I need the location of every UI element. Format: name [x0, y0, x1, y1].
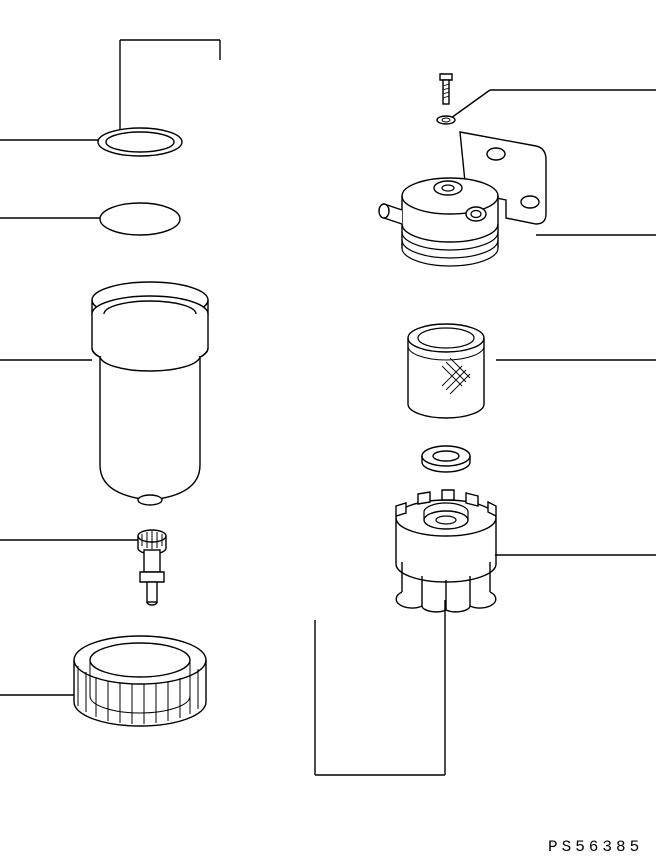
drain-plug [138, 530, 166, 605]
filter-head [379, 132, 546, 266]
o-ring [98, 128, 182, 156]
retaining-ring [74, 636, 206, 726]
leader-line [451, 90, 490, 118]
filter-bowl [92, 282, 208, 505]
seal-ring [422, 446, 470, 472]
drawing-id-label: PS56385 [548, 838, 643, 856]
small-washer [437, 116, 455, 124]
exploded-diagram [0, 0, 656, 868]
filter-element [408, 324, 484, 418]
bolt [440, 74, 452, 104]
element-retainer [396, 490, 496, 612]
flat-gasket [100, 203, 180, 235]
